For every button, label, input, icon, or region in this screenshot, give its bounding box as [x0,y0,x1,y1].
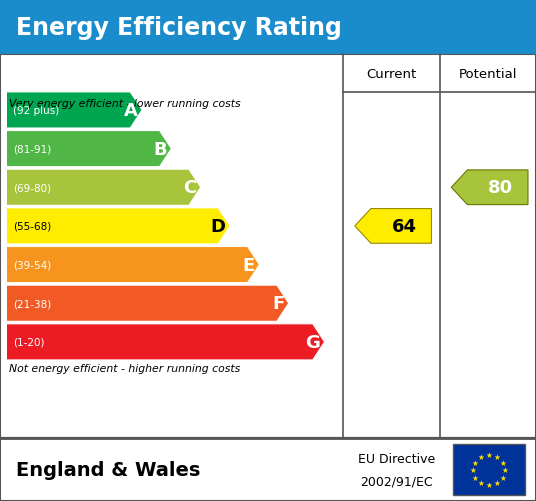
Text: ★: ★ [478,452,485,461]
Bar [453,444,525,495]
Text: England & Wales: England & Wales [16,460,200,479]
Text: ★: ★ [500,473,507,482]
Text: ★: ★ [494,452,501,461]
Text: EU Directive: EU Directive [358,452,435,465]
Text: ★: ★ [494,478,501,487]
Text: (1-20): (1-20) [13,337,44,347]
Text: (55-68): (55-68) [13,221,51,231]
Text: Not energy efficient - higher running costs: Not energy efficient - higher running co… [9,363,240,373]
Polygon shape [6,208,230,244]
Polygon shape [6,93,142,129]
Text: (39-54): (39-54) [13,260,51,270]
Text: G: G [306,333,321,351]
Polygon shape [6,247,259,283]
Text: (81-91): (81-91) [13,144,51,154]
Text: Current: Current [366,68,416,80]
Text: (92 plus): (92 plus) [13,106,59,116]
Text: (21-38): (21-38) [13,299,51,309]
Polygon shape [6,286,289,322]
Text: ★: ★ [472,473,479,482]
Text: C: C [183,179,196,197]
Text: 64: 64 [391,217,416,235]
Text: Very energy efficient - lower running costs: Very energy efficient - lower running co… [9,99,241,109]
Polygon shape [6,131,172,167]
Polygon shape [355,209,431,244]
Text: E: E [243,256,255,274]
Bar [0,438,536,501]
Polygon shape [6,170,200,206]
Bar [0,55,536,438]
Polygon shape [6,324,325,360]
Text: ★: ★ [502,465,509,474]
Text: Energy Efficiency Rating: Energy Efficiency Rating [16,16,342,40]
Text: B: B [153,140,167,158]
Text: F: F [272,295,285,313]
Text: Potential: Potential [458,68,517,80]
Text: ★: ★ [486,480,493,489]
Text: ★: ★ [472,457,479,466]
Text: ★: ★ [500,457,507,466]
Text: (69-80): (69-80) [13,183,51,193]
Bar [0,0,536,55]
Text: 2002/91/EC: 2002/91/EC [360,474,433,487]
Text: A: A [124,102,138,120]
Text: ★: ★ [470,465,477,474]
Polygon shape [451,170,528,205]
Text: ★: ★ [486,450,493,459]
Text: D: D [211,217,226,235]
Text: 80: 80 [488,179,513,197]
Text: ★: ★ [478,478,485,487]
